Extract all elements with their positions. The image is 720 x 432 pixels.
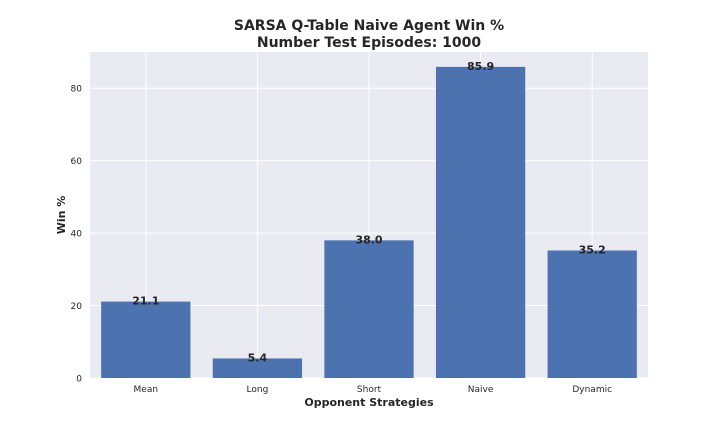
x-tick-label: Mean <box>134 385 159 395</box>
bar <box>324 240 414 378</box>
x-tick-labels: Mean Long Short Naive Dynamic <box>134 385 613 395</box>
bar-value-label: 38.0 <box>355 233 382 246</box>
chart-title: SARSA Q-Table Naive Agent Win % <box>234 18 504 34</box>
bar-value-label: 85.9 <box>467 60 494 73</box>
bar <box>101 301 191 378</box>
x-tick-label: Dynamic <box>572 385 612 395</box>
x-tick-label: Naive <box>468 385 494 395</box>
bar <box>547 250 637 378</box>
bar <box>212 358 303 378</box>
bar <box>435 66 526 379</box>
bars <box>101 66 637 379</box>
y-tick-label: 80 <box>71 85 83 95</box>
x-axis-label: Opponent Strategies <box>304 396 434 409</box>
x-tick-label: Long <box>247 385 269 395</box>
bar-value-label: 35.2 <box>579 243 606 256</box>
y-tick-label: 60 <box>71 157 83 167</box>
x-tick-label: Short <box>357 385 382 395</box>
y-tick-labels: 0 20 40 60 80 <box>71 85 83 385</box>
y-axis-label: Win % <box>55 196 68 235</box>
y-tick-label: 20 <box>71 302 83 312</box>
chart-subtitle: Number Test Episodes: 1000 <box>257 35 482 51</box>
y-tick-label: 40 <box>71 230 83 240</box>
bar-value-label: 5.4 <box>248 351 268 364</box>
bar-value-label: 21.1 <box>132 295 159 308</box>
y-tick-label: 0 <box>76 375 82 385</box>
value-labels: 21.1 5.4 38.0 85.9 35.2 <box>132 60 606 365</box>
